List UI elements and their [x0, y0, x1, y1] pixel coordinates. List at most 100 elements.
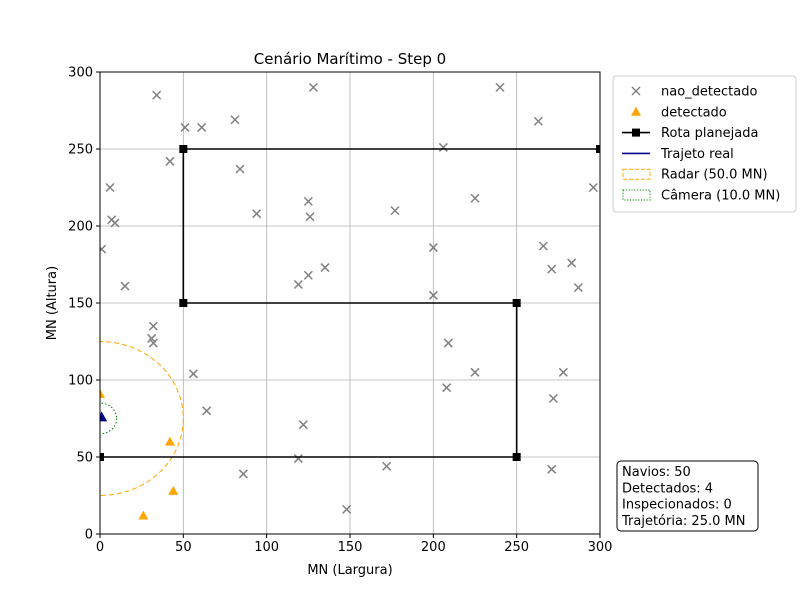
ship-undetected-marker — [152, 90, 162, 100]
route-waypoint-marker — [100, 453, 104, 461]
ship-undetected-marker — [567, 258, 577, 268]
ship-undetected-marker — [342, 504, 352, 514]
ship-undetected-marker — [148, 338, 158, 348]
legend-item: Rota planejada — [622, 126, 758, 141]
ship-undetected-marker — [230, 115, 240, 125]
chart-title: Cenário Marítimo - Step 0 — [254, 50, 446, 68]
ship-detected-marker — [168, 485, 179, 495]
legend-label: nao_detectado — [661, 85, 757, 100]
legend-label: Trajeto real — [660, 147, 734, 162]
ship-undetected-marker — [100, 244, 107, 254]
ship-undetected-marker — [573, 283, 583, 293]
ship-undetected-marker — [105, 182, 115, 193]
ship-undetected-marker — [120, 281, 130, 291]
ship-detected-marker — [100, 388, 105, 398]
ship-undetected-marker — [235, 164, 245, 174]
series-detectado — [100, 388, 179, 520]
ship-undetected-marker — [303, 196, 313, 206]
ship-undetected-marker — [382, 461, 392, 471]
plot-area — [100, 82, 600, 520]
legend-handle-x — [631, 86, 641, 96]
route-waypoint-marker — [179, 299, 188, 307]
route-waypoint-marker — [179, 145, 188, 153]
ship-undetected-marker — [548, 393, 558, 404]
legend-box — [612, 75, 797, 213]
ship-undetected-marker — [165, 156, 175, 166]
y-tick-label: 300 — [68, 66, 93, 81]
route-waypoint-marker — [512, 299, 521, 307]
legend-item: Câmera (10.0 MN) — [622, 189, 780, 204]
x-tick-label: 0 — [96, 540, 104, 555]
legend-item: Trajeto real — [622, 147, 734, 162]
ship-undetected-marker — [428, 290, 438, 300]
ship-undetected-marker — [538, 241, 548, 251]
legend-label: detectado — [661, 105, 727, 120]
legend-handle-triangle — [631, 106, 641, 116]
ship-undetected-marker — [252, 209, 262, 219]
ship-undetected-marker — [202, 406, 212, 416]
info-line: Detectados: 4 — [622, 481, 713, 496]
y-tick-label: 150 — [68, 297, 93, 312]
ship-undetected-marker — [470, 367, 480, 377]
ship-undetected-marker — [442, 383, 452, 393]
series-nao-detectado — [100, 82, 598, 514]
ship-undetected-marker — [390, 206, 400, 216]
legend-item: Radar (50.0 MN) — [622, 168, 768, 183]
ship-undetected-marker — [320, 263, 330, 273]
route-waypoint-marker — [596, 145, 600, 153]
legend-handle-patch — [622, 189, 651, 201]
ship-undetected-marker — [197, 122, 207, 132]
info-line: Trajetória: 25.0 MN — [621, 514, 745, 529]
radar-range-circle — [100, 341, 184, 496]
axis-ticks: 0 50 100 150 200 250 300 0 50 100 150 200 250 300 — [68, 66, 612, 556]
series-rota-planejada — [100, 145, 600, 461]
ship-undetected-marker — [547, 264, 557, 274]
legend-label: Radar (50.0 MN) — [661, 168, 768, 183]
legend-handle-square — [632, 128, 640, 137]
x-tick-label: 100 — [254, 540, 279, 555]
ship-undetected-marker — [558, 367, 568, 377]
ship-undetected-marker — [303, 270, 313, 280]
legend-label: Rota planejada — [661, 126, 758, 141]
agent-vessel-marker — [100, 411, 108, 422]
x-tick-label: 250 — [504, 540, 529, 555]
ship-undetected-marker — [428, 243, 438, 253]
ship-undetected-marker — [588, 182, 598, 193]
legend-handle-patch — [622, 168, 651, 180]
x-tick-label: 50 — [175, 540, 192, 555]
y-tick-label: 0 — [85, 528, 93, 543]
ship-undetected-marker — [298, 420, 308, 430]
x-tick-label: 200 — [421, 540, 446, 555]
planned-route-line — [100, 148, 600, 458]
info-line: Inspecionados: 0 — [622, 498, 732, 513]
y-tick-label: 250 — [68, 143, 93, 158]
ship-detected-marker — [165, 436, 175, 446]
y-tick-label: 200 — [68, 220, 93, 235]
ship-undetected-marker — [238, 469, 248, 479]
info-box-frame — [616, 460, 759, 532]
ship-undetected-marker — [305, 212, 315, 222]
ship-undetected-marker — [188, 369, 198, 379]
y-tick-label: 100 — [68, 374, 93, 389]
ship-undetected-marker — [438, 142, 448, 152]
legend-item: detectado — [631, 105, 727, 120]
ship-undetected-marker — [547, 464, 557, 474]
ship-undetected-marker — [443, 338, 453, 348]
ship-undetected-marker — [533, 116, 543, 126]
info-line: Navios: 50 — [622, 465, 691, 480]
legend-item: nao_detectado — [631, 85, 757, 100]
ship-undetected-marker — [293, 279, 303, 290]
x-tick-label: 150 — [338, 540, 363, 555]
y-axis-label: MN (Altura) — [45, 266, 60, 340]
x-tick-label: 300 — [588, 540, 613, 555]
ship-undetected-marker — [180, 122, 190, 132]
legend-label: Câmera (10.0 MN) — [661, 189, 780, 204]
ship-undetected-marker — [293, 454, 303, 464]
ship-detected-marker — [138, 510, 149, 520]
ship-undetected-marker — [110, 218, 120, 228]
ship-undetected-marker — [308, 82, 318, 92]
ship-undetected-marker — [495, 82, 505, 92]
legend: nao_detectado detectado Rota planejada Traj… — [612, 75, 797, 213]
